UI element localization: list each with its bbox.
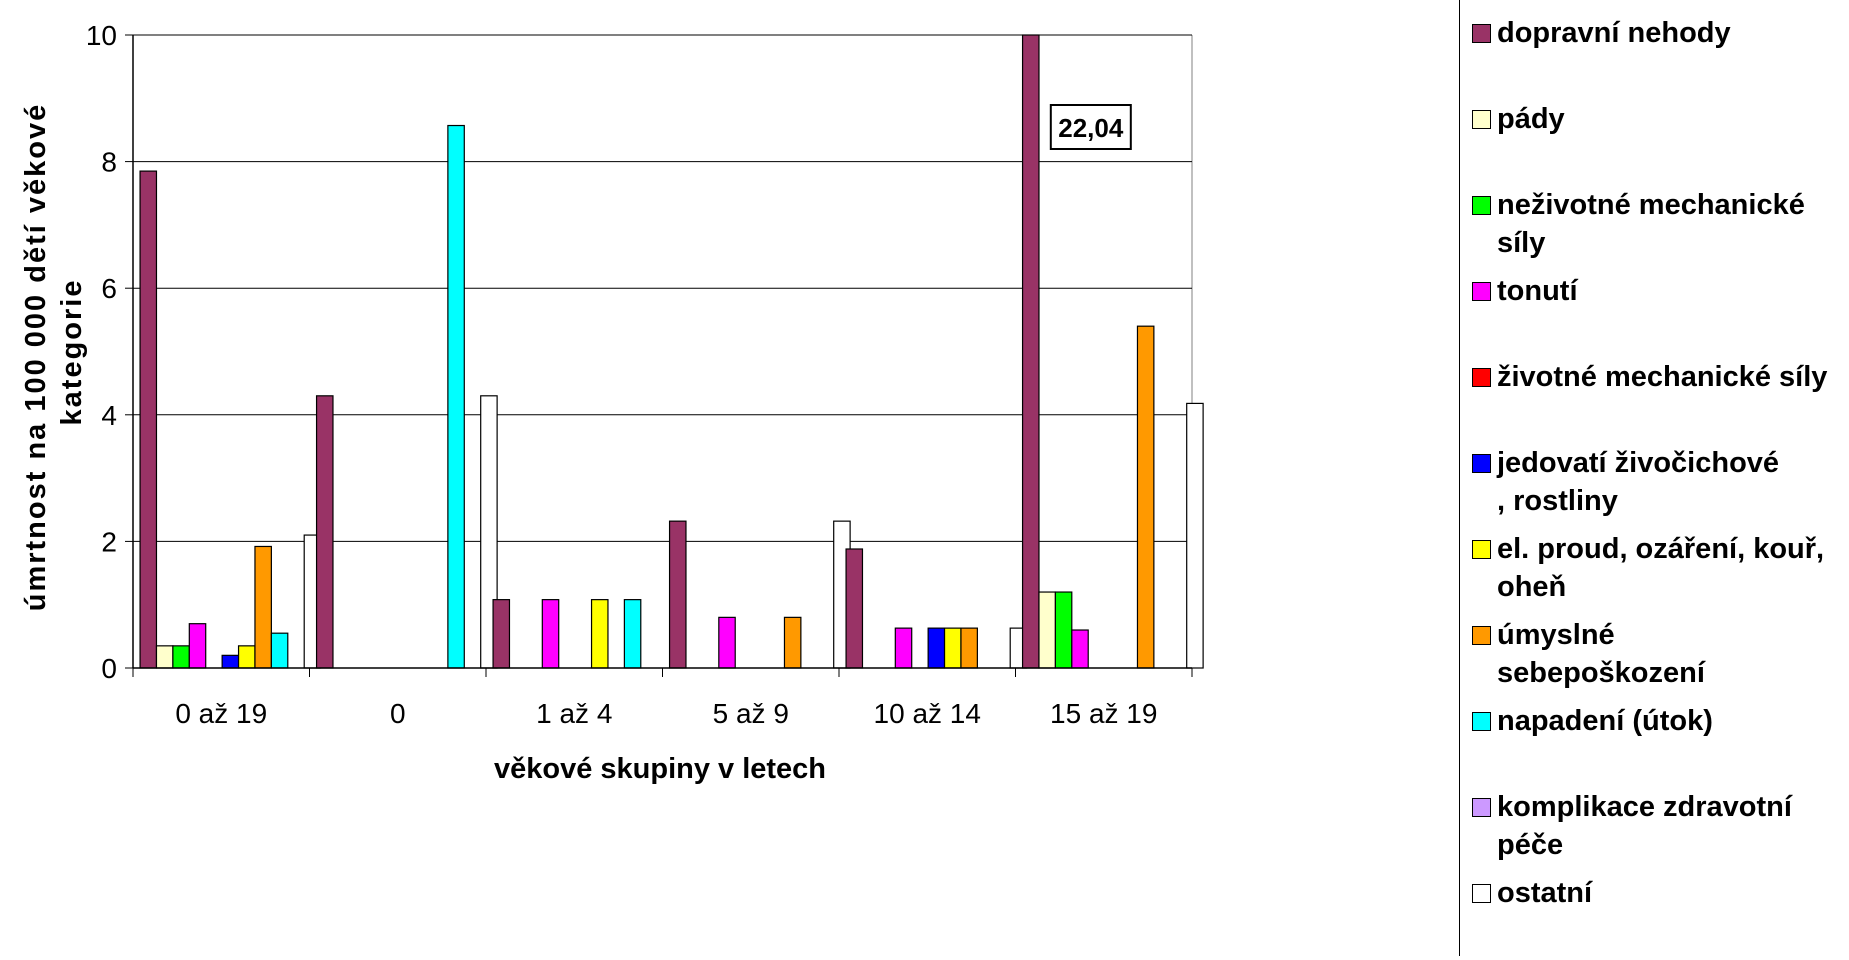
- bar: [668, 520, 687, 669]
- bar: [172, 645, 190, 669]
- bar: [960, 627, 978, 669]
- annotation-label: 22,04: [1058, 113, 1124, 143]
- legend-swatch: [1472, 24, 1491, 43]
- chart: 0 2 4 6 8 10 0 až 19 0 1 až 4 5 až 9 10 až 14 15 až…: [20, 20, 1204, 785]
- y-axis-title-line-1: úmrtnost na 100 000 dětí věkové: [20, 103, 52, 611]
- bar: [139, 170, 158, 669]
- legend-item: el. proud, ozáření, kouř, oheň: [1472, 530, 1847, 616]
- y-tick-label: 10: [86, 20, 117, 51]
- bar: [155, 645, 174, 669]
- y-tick-label: 0: [101, 653, 117, 684]
- legend: dopravní nehody pády neživotné mechanické …: [1459, 0, 1847, 956]
- bar: [783, 616, 802, 669]
- bar: [1186, 402, 1204, 669]
- bar: [894, 627, 913, 669]
- bar: [590, 599, 609, 669]
- y-axis-title-line-2: kategorie: [56, 279, 88, 426]
- axes: [125, 34, 1193, 677]
- x-tick-label: 0: [390, 698, 406, 729]
- legend-item: úmyslné sebepoškození: [1472, 616, 1847, 702]
- legend-item: životné mechanické síly: [1472, 358, 1847, 444]
- bar: [1071, 629, 1089, 669]
- legend-label: dopravní nehody: [1497, 17, 1731, 49]
- legend-item: dopravní nehody: [1472, 14, 1847, 100]
- bar: [927, 627, 946, 669]
- y-tick-label: 8: [101, 147, 117, 178]
- legend-swatch: [1472, 282, 1491, 301]
- bar: [315, 395, 334, 669]
- y-tick-label: 2: [101, 526, 117, 557]
- bar: [845, 548, 864, 669]
- legend-swatch: [1472, 712, 1491, 731]
- bar: [270, 632, 289, 669]
- legend-label: komplikace zdravotní péče: [1497, 791, 1792, 861]
- tick-labels: 0 2 4 6 8 10 0 až 19 0 1 až 4 5 až 9 10 až 14 15 až…: [86, 20, 1158, 729]
- bars: [139, 34, 1204, 669]
- legend-label: napadení (útok): [1497, 705, 1713, 737]
- legend-swatch: [1472, 196, 1491, 215]
- legend-item: neživotné mechanické síly: [1472, 186, 1847, 272]
- y-tick-label: 4: [101, 400, 117, 431]
- y-axis-title: úmrtnost na 100 000 dětí věkové kategori…: [20, 93, 88, 612]
- x-tick-label: 1 až 4: [536, 698, 612, 729]
- legend-label: ostatní: [1497, 877, 1593, 909]
- legend-item: jedovatí živočichové , rostliny: [1472, 444, 1847, 530]
- bar: [943, 627, 962, 669]
- legend-item: tonutí: [1472, 272, 1847, 358]
- legend-swatch: [1472, 368, 1491, 387]
- legend-item: napadení (útok): [1472, 702, 1847, 788]
- legend-swatch: [1472, 110, 1491, 129]
- bar: [1038, 591, 1056, 669]
- bar: [718, 616, 736, 669]
- x-axis-title: věkové skupiny v letech: [494, 753, 826, 785]
- legend-swatch: [1472, 626, 1491, 645]
- legend-swatch: [1472, 540, 1491, 559]
- bar: [623, 599, 642, 669]
- bar: [188, 623, 207, 669]
- legend-label: el. proud, ozáření, kouř, oheň: [1497, 533, 1825, 603]
- bar: [1054, 591, 1073, 669]
- y-tick-label: 6: [101, 273, 117, 304]
- legend-label: tonutí: [1497, 275, 1578, 307]
- bar: [1136, 325, 1155, 669]
- annotation-box: [1049, 104, 1132, 150]
- legend-label: úmyslné sebepoškození: [1497, 619, 1705, 689]
- legend-item: komplikace zdravotní péče: [1472, 788, 1847, 874]
- legend-label: životné mechanické síly: [1497, 361, 1828, 393]
- bar: [221, 654, 240, 669]
- legend-swatch: [1472, 798, 1491, 817]
- annotations: 22,04: [1049, 104, 1132, 150]
- legend-item: ostatní: [1472, 874, 1847, 960]
- legend-item: pády: [1472, 100, 1847, 186]
- bar: [447, 124, 465, 669]
- bar: [492, 599, 511, 669]
- bar: [1021, 34, 1040, 669]
- x-tick-label: 5 až 9: [713, 698, 789, 729]
- x-tick-label: 0 až 19: [175, 698, 267, 729]
- legend-label: neživotné mechanické síly: [1497, 189, 1805, 259]
- legend-swatch: [1472, 884, 1491, 903]
- bar: [541, 599, 560, 669]
- legend-label: pády: [1497, 103, 1565, 135]
- x-tick-label: 10 až 14: [874, 698, 981, 729]
- legend-label: jedovatí živočichové , rostliny: [1497, 447, 1780, 517]
- bar: [254, 545, 272, 669]
- bar: [237, 645, 256, 669]
- x-tick-label: 15 až 19: [1050, 698, 1157, 729]
- legend-swatch: [1472, 454, 1491, 473]
